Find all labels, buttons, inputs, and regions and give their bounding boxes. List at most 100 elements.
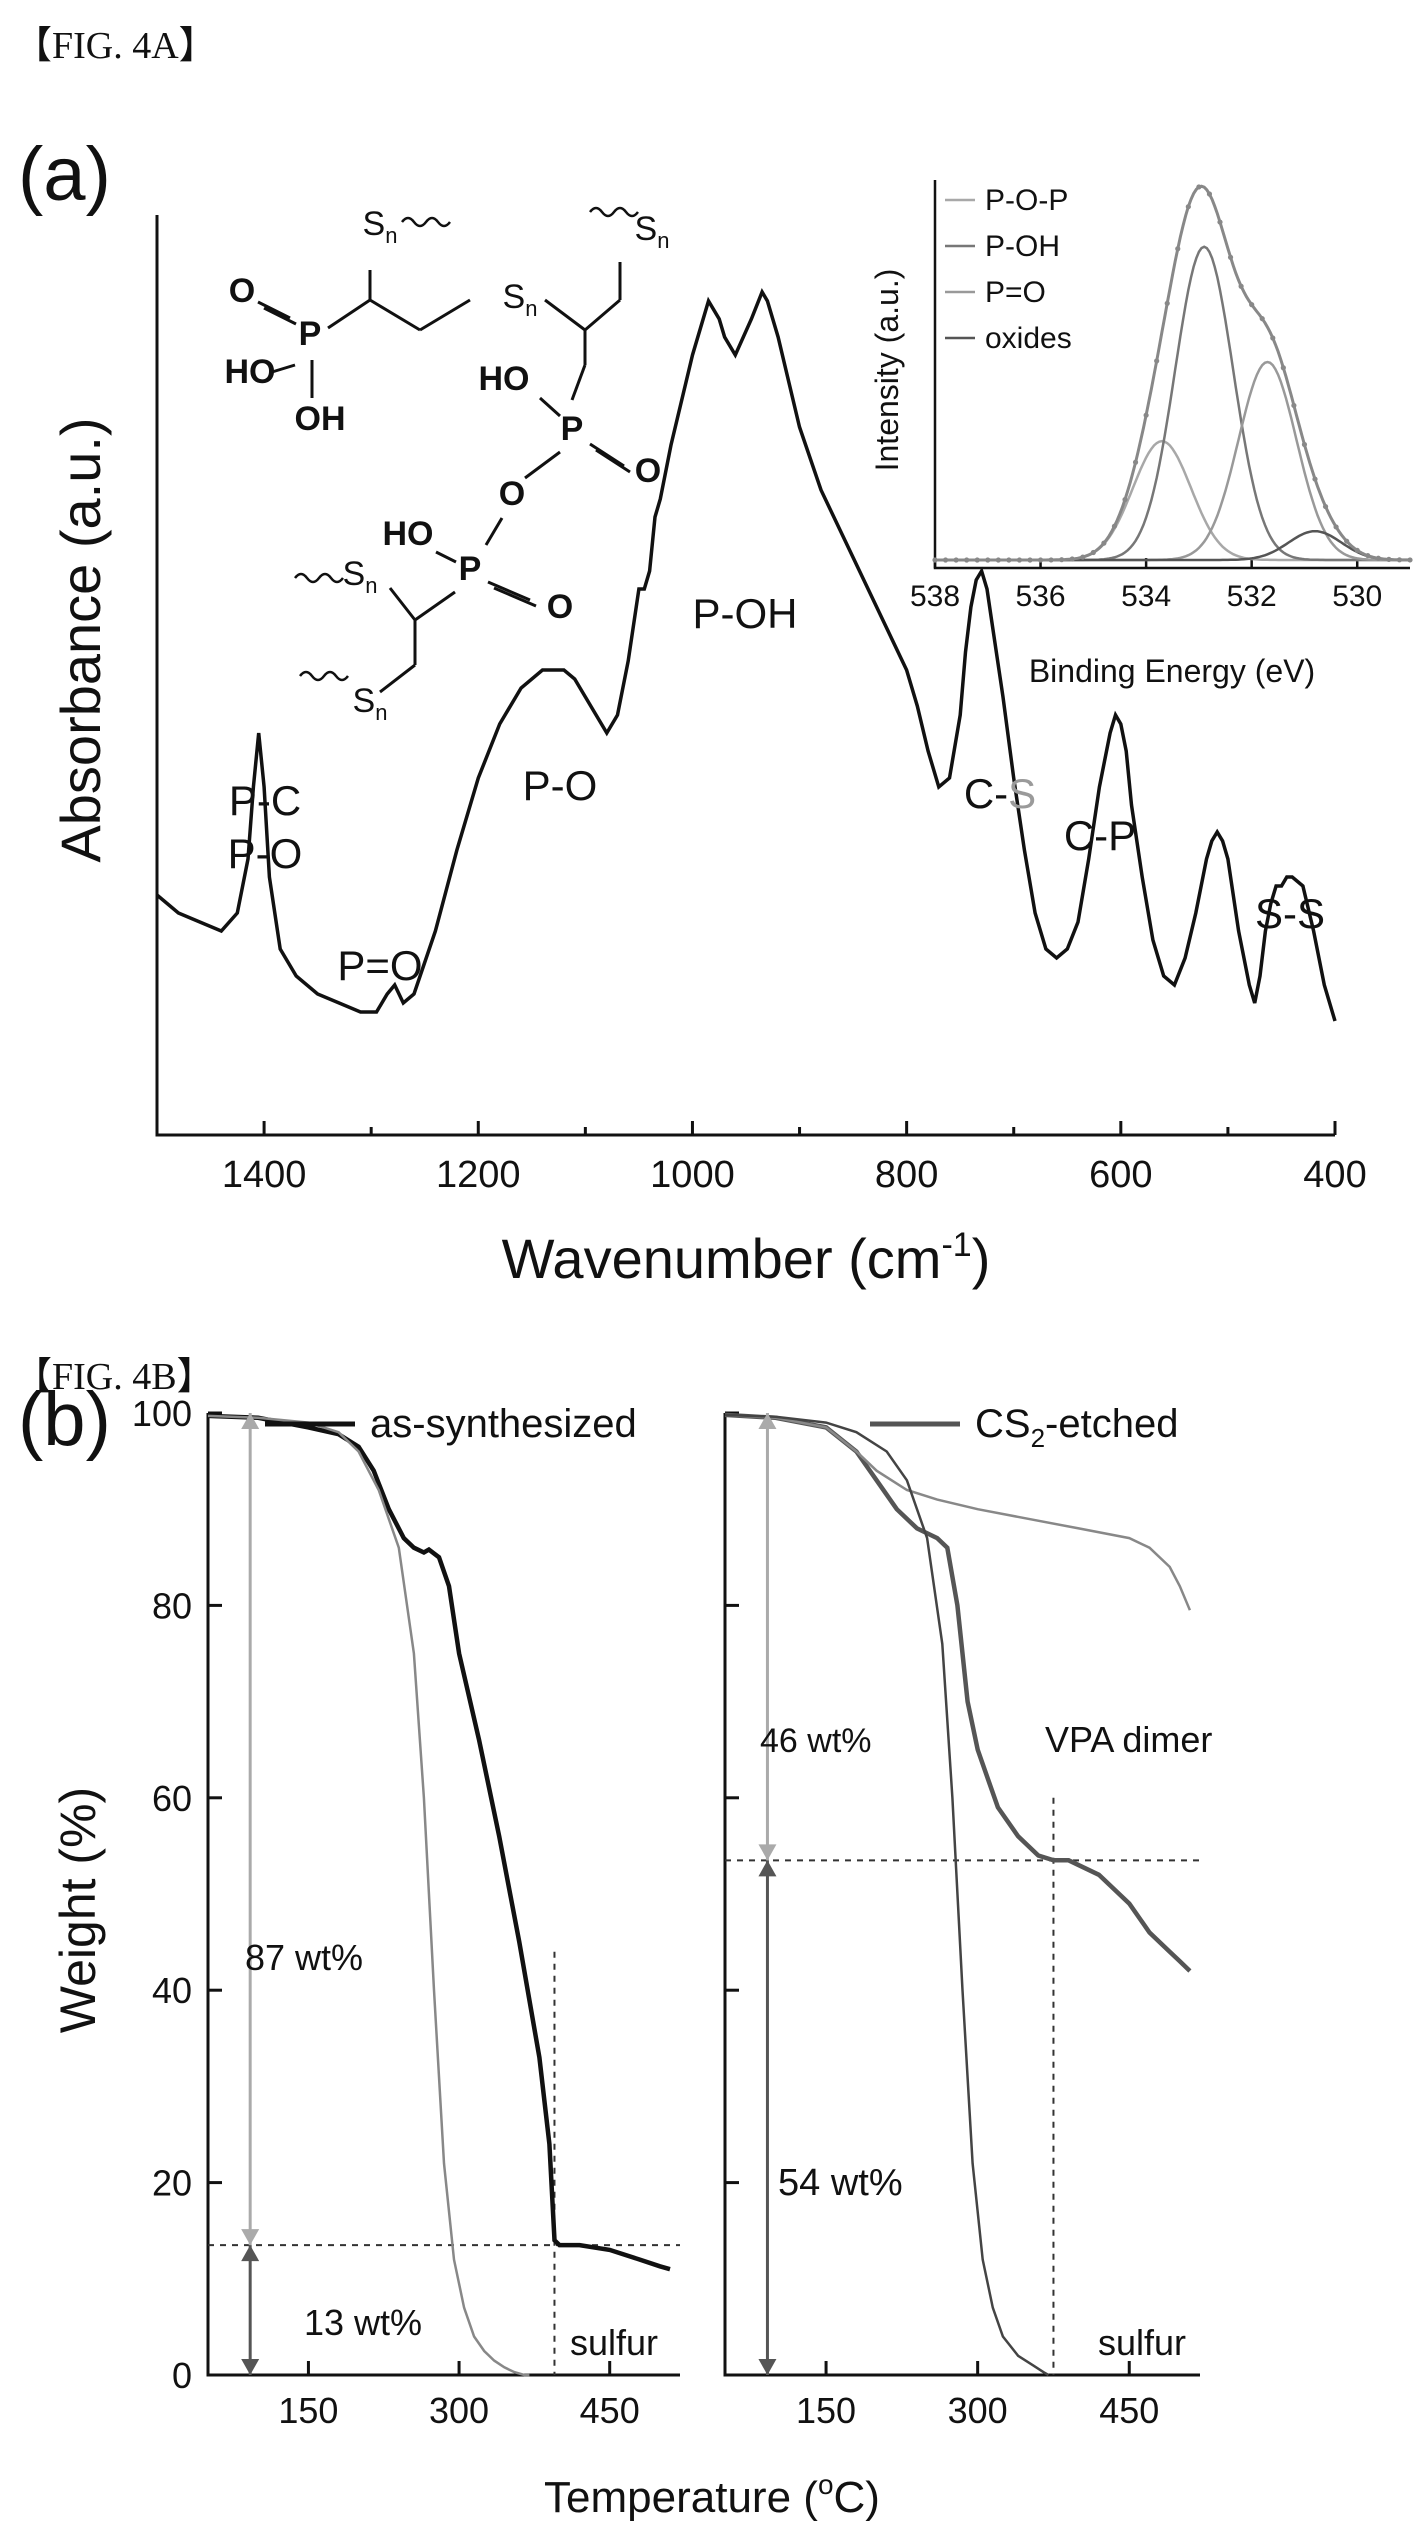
annotation-46-wt: 46 wt% (760, 1722, 872, 1760)
annotation-13-wt: 13 wt% (304, 2302, 422, 2343)
inset-x-tick-label-4: 530 (1332, 580, 1382, 613)
tga-line-1-2 (724, 1413, 1050, 2377)
x-tick-label-a-1: 1200 (436, 1154, 521, 1196)
inset-x-tick-label-3: 532 (1227, 580, 1277, 613)
y-tick-label-b-4: 80 (152, 1585, 192, 1626)
inset-envelope (935, 184, 1411, 562)
bond (584, 298, 621, 332)
y-tick-label-b-1: 20 (152, 2163, 192, 2204)
ftir-spectrum-line (155, 288, 1337, 1022)
bond (589, 442, 625, 468)
inset-point (932, 557, 938, 563)
bond (484, 517, 504, 546)
peak-label-5: C-S (964, 770, 1036, 817)
x-tick-label-a-3: 800 (875, 1154, 938, 1196)
arrow-lower-b-1-head-top (758, 1860, 777, 1877)
inset-point (1090, 549, 1096, 556)
arrow-upper-b-1-head-top (758, 1413, 777, 1429)
y-tick-label-b-2: 40 (152, 1970, 192, 2011)
atom-p-1: P (299, 315, 322, 353)
tga-line-0-1 (207, 1414, 530, 2377)
inset-y-label: Intensity (a.u.) (869, 269, 905, 472)
sulfur-s3: Sn (635, 210, 670, 253)
bond (435, 550, 457, 564)
x-tick-label-b-1-2: 450 (1099, 2390, 1159, 2431)
inset-point (1312, 476, 1318, 482)
y-tick-label-b-3: 60 (152, 1778, 192, 1819)
peak-label-7: S-S (1255, 890, 1325, 937)
x-axis-label-b: Temperature (oC) (544, 2469, 880, 2522)
peak-label-0: P-C (229, 777, 301, 824)
y-tick-label-b-0: 0 (172, 2355, 192, 2396)
inset-point (1037, 557, 1044, 563)
atom-p-2: P (561, 410, 584, 448)
bond (524, 450, 561, 480)
panel-label-b: (b) (18, 1377, 111, 1462)
bond (379, 663, 416, 694)
atom-o-3: O (499, 475, 525, 513)
sulfur-s4: Sn (343, 555, 378, 598)
x-tick-label-a-2: 1000 (650, 1154, 735, 1196)
inset-point (1175, 246, 1181, 252)
inset-point (1164, 300, 1170, 306)
inset-legend-label-3: oxides (985, 322, 1072, 355)
inset-point (1365, 552, 1371, 559)
figure-4b-caption: 【FIG. 4B】 (14, 1356, 215, 1398)
atom-o-2: O (635, 452, 661, 490)
arrow-lower-b-0-head-top (241, 2245, 260, 2262)
inset-point (974, 557, 980, 563)
bond (570, 364, 587, 401)
inset-point (1016, 557, 1023, 563)
inset-point (1027, 557, 1033, 563)
inset-component-oxides (935, 529, 1411, 562)
panel-label-a: (a) (18, 132, 111, 217)
inset-point (942, 557, 949, 563)
inset-point (1154, 358, 1160, 364)
arrow-upper-b-0-head-bottom (241, 2229, 260, 2246)
x-tick-label-a-5: 400 (1303, 1154, 1366, 1196)
inset-point (1280, 365, 1286, 371)
peak-label-6: C-P (1064, 812, 1136, 859)
inset-data-points (932, 184, 1413, 563)
bond (327, 298, 371, 330)
annotation-87-wt: 87 wt% (245, 1937, 363, 1978)
inset-point (1122, 496, 1128, 503)
peak-label-4: P-OH (693, 590, 798, 637)
arrow-lower-b-0-head-bottom (241, 2359, 260, 2375)
inset-point (1396, 557, 1403, 563)
bond (595, 448, 631, 474)
bond (493, 586, 537, 608)
tga-line-0-0 (207, 1413, 671, 2272)
inset-point (1333, 524, 1339, 530)
x-tick-label-b-1-1: 300 (948, 2390, 1008, 2431)
axes-b-1 (723, 1413, 1200, 2377)
sulfur-s5: Sn (353, 682, 388, 725)
bond (538, 396, 562, 418)
inset-point (1386, 556, 1392, 562)
inset-point (1238, 283, 1244, 289)
inset-point (1069, 556, 1075, 562)
inset-point (1407, 557, 1413, 563)
inset-point (1080, 554, 1086, 560)
bond (388, 587, 417, 621)
axes-b-0 (206, 1413, 680, 2377)
inset-point (1227, 254, 1234, 260)
arrow-upper-b-1-head-bottom (758, 1844, 777, 1861)
x-tick-label-a-0: 1400 (222, 1154, 307, 1196)
peak-label-2: P=O (337, 942, 422, 989)
atom-ho-3: HO (383, 515, 434, 553)
inset-point (1048, 557, 1054, 563)
annotation-vpa-dimer: VPA dimer (1045, 1719, 1212, 1760)
atom-p-3: P (459, 550, 482, 588)
inset-point (1291, 402, 1297, 409)
inset-point (1006, 557, 1012, 563)
atom-o-1: O (229, 272, 255, 310)
inset-point (1249, 302, 1255, 308)
arrow-lower-b-1-head-bottom (758, 2359, 777, 2375)
sulfur-s1: Sn (363, 205, 398, 248)
inset-point (1322, 503, 1329, 510)
atom-ho-2: HO (479, 360, 530, 398)
inset-point (1101, 540, 1107, 546)
legend-label-as-synthesized: as-synthesized (370, 1402, 637, 1446)
inset-point (985, 557, 991, 563)
